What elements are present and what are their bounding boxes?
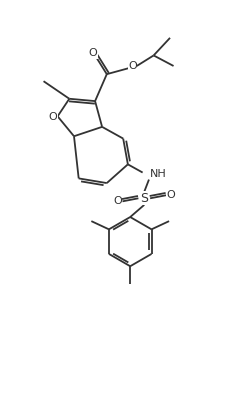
Text: O: O [167,190,176,200]
Text: O: O [113,196,122,206]
Text: O: O [88,48,97,58]
Text: S: S [140,192,148,205]
Text: NH: NH [150,169,167,179]
Text: O: O [49,112,57,123]
Text: O: O [128,61,137,71]
